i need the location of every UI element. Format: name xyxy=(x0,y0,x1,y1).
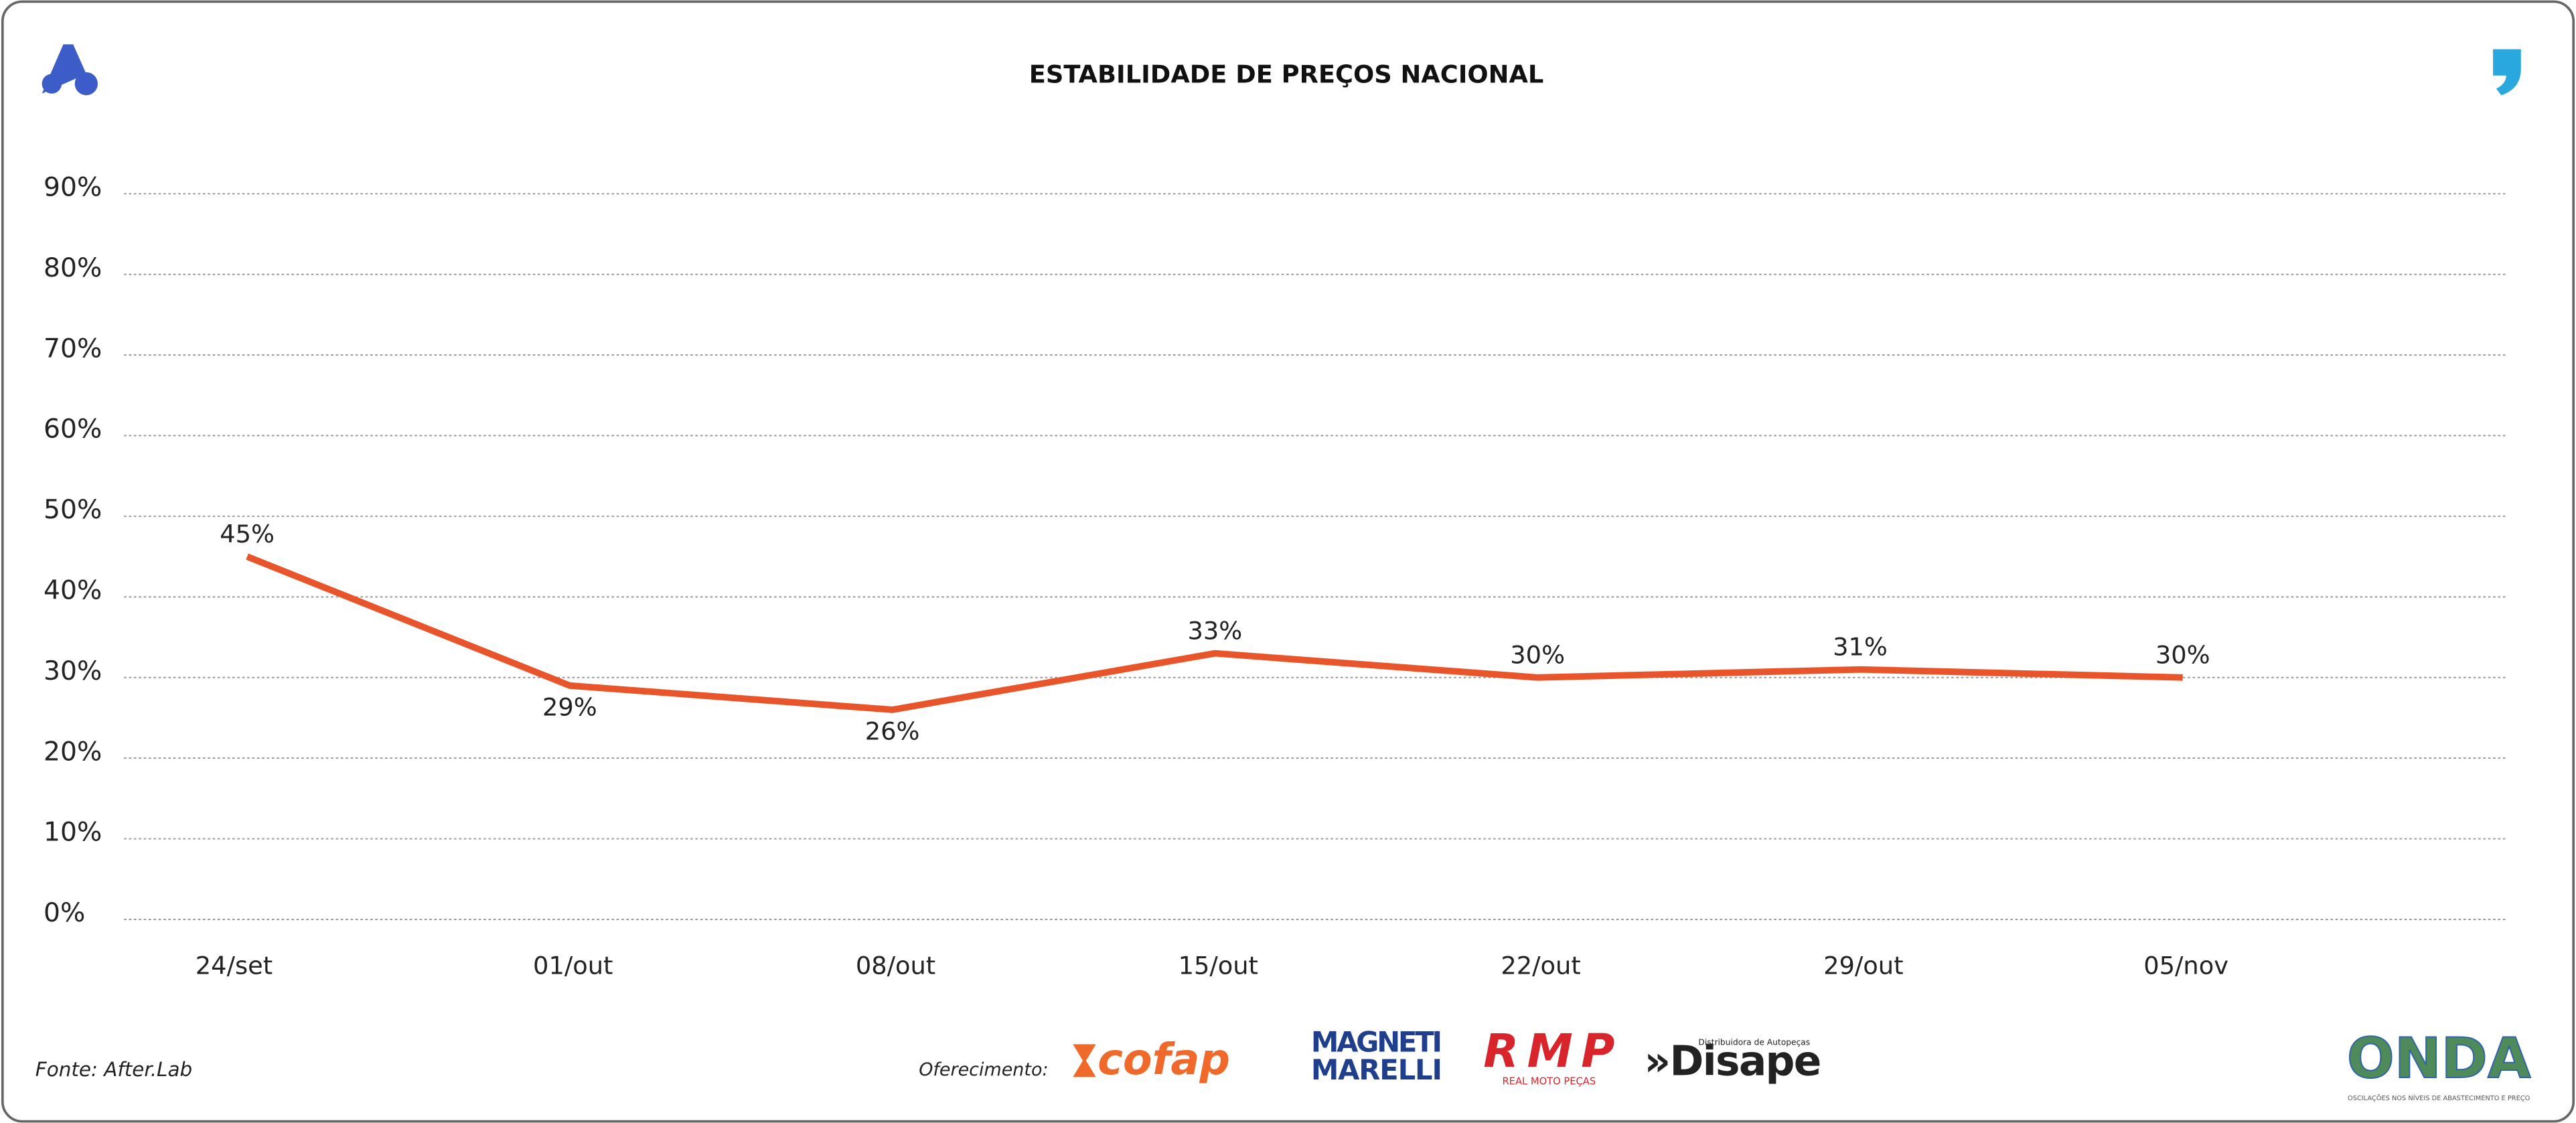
sponsor: RMP xyxy=(1483,1025,1614,1078)
y-tick-label: 20% xyxy=(44,737,102,767)
y-tick-label: 60% xyxy=(44,415,102,445)
y-tick-label: 10% xyxy=(44,818,102,848)
y-tick-label: 40% xyxy=(44,575,102,605)
line xyxy=(246,553,2183,713)
x-tick-label: 05/nov xyxy=(2143,952,2228,980)
data-label: 33% xyxy=(1188,616,1243,645)
x-tick-label: 22/out xyxy=(1501,952,1580,980)
x-tick-label: 08/out xyxy=(856,952,935,980)
sponsor-cofap: cofap xyxy=(1073,1035,1230,1085)
sponsor-label: Oferecimento: xyxy=(919,1059,1048,1080)
x-tick-label: 15/out xyxy=(1179,952,1258,980)
y-tick-label: 80% xyxy=(44,253,102,283)
data-label: 30% xyxy=(2155,640,2210,669)
x-tick-label: 01/out xyxy=(533,952,613,980)
sponsor: MAGNETI xyxy=(1311,1025,1442,1058)
data-label: 31% xyxy=(1833,632,1888,661)
logo-quote xyxy=(2493,49,2521,96)
y-tick-label: 90% xyxy=(44,172,102,202)
sponsor: »Disape xyxy=(1645,1037,1822,1085)
sponsor: Distribuidora de Autopeças xyxy=(1698,1037,1810,1047)
sponsor: cofap xyxy=(1097,1035,1230,1085)
sponsor: MARELLI xyxy=(1311,1053,1442,1086)
data-label: 45% xyxy=(220,520,275,548)
x-tick-label: 24/set xyxy=(196,952,273,980)
x-tick-label: 29/out xyxy=(1823,952,1903,980)
data-label: 30% xyxy=(1510,640,1565,669)
logo-a xyxy=(42,44,98,96)
brand-tagline: OSCILAÇÕES NOS NÍVEIS DE ABASTECIMENTO E… xyxy=(2348,1094,2530,1102)
data-label: 26% xyxy=(865,717,920,746)
chart-title: ESTABILIDADE DE PREÇOS NACIONAL xyxy=(1029,60,1544,88)
brand: ONDA xyxy=(2347,1026,2531,1091)
source: Fonte: After.Lab xyxy=(35,1058,192,1081)
y-tick-label: 50% xyxy=(44,495,102,525)
y-tick-label: 70% xyxy=(44,333,102,364)
sponsor: REAL MOTO PEÇAS xyxy=(1502,1076,1596,1088)
y-tick-label: 30% xyxy=(44,656,102,686)
y-tick-label: 0% xyxy=(44,898,85,928)
data-label: 29% xyxy=(542,693,597,722)
